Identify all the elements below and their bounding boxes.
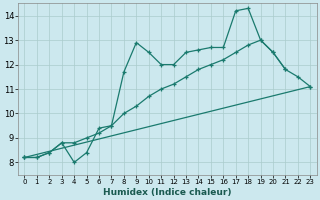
X-axis label: Humidex (Indice chaleur): Humidex (Indice chaleur) — [103, 188, 232, 197]
